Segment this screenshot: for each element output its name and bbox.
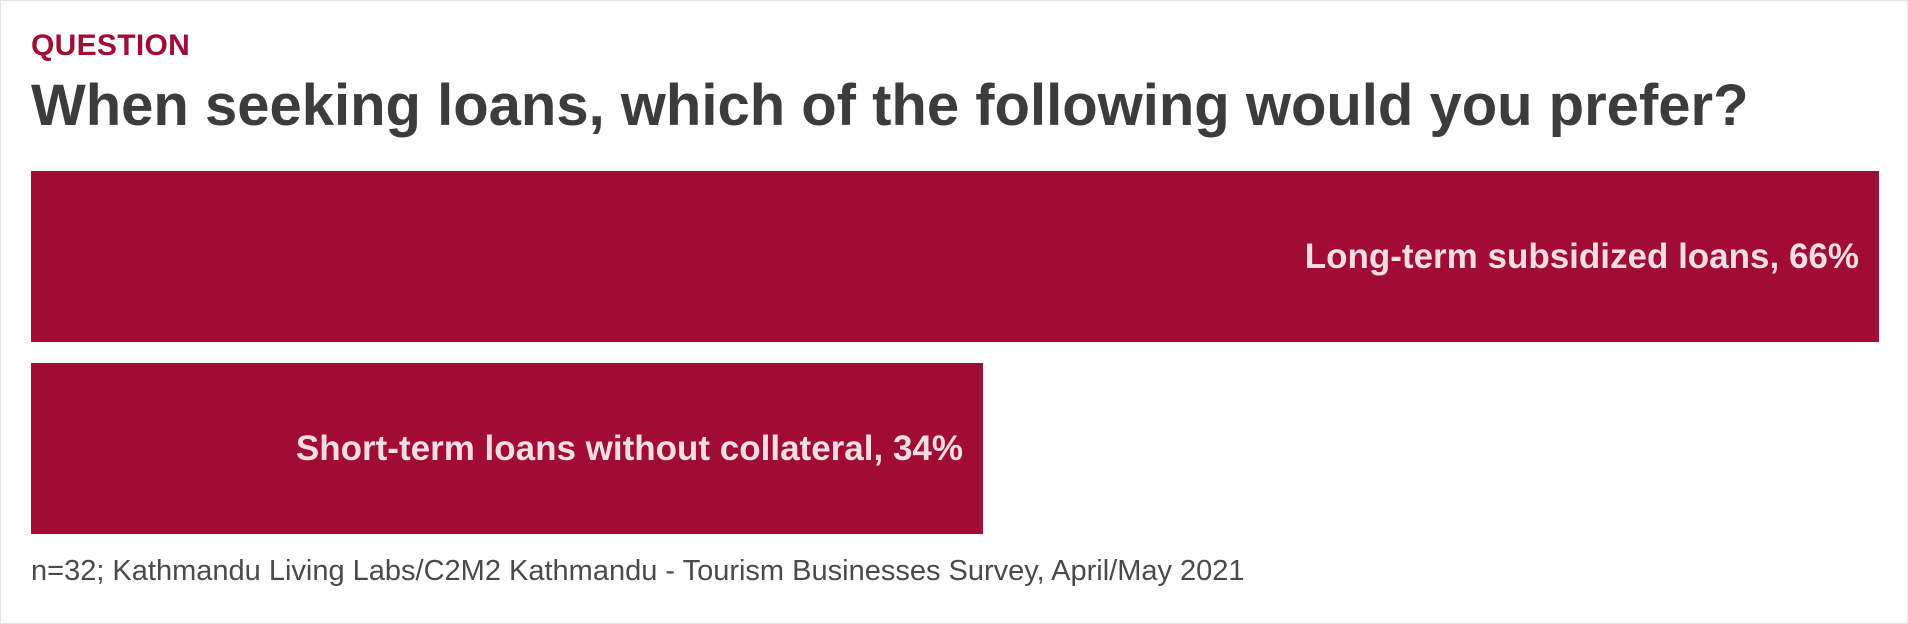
bar-chart-svg: Long-term subsidized loans, 66% Short-ter… bbox=[31, 171, 1879, 534]
bar-label-2: Short-term loans without collateral, 34% bbox=[296, 429, 963, 468]
source-footnote: n=32; Kathmandu Living Labs/C2M2 Kathman… bbox=[31, 555, 1245, 587]
bar-label-1: Long-term subsidized loans, 66% bbox=[1305, 237, 1859, 276]
bar-1 bbox=[31, 171, 1879, 342]
bar-2 bbox=[31, 363, 983, 534]
bar-chart: Long-term subsidized loans, 66% Short-ter… bbox=[31, 171, 1879, 537]
question-eyebrow: QUESTION bbox=[31, 29, 191, 62]
chart-title: When seeking loans, which of the followi… bbox=[31, 73, 1749, 138]
